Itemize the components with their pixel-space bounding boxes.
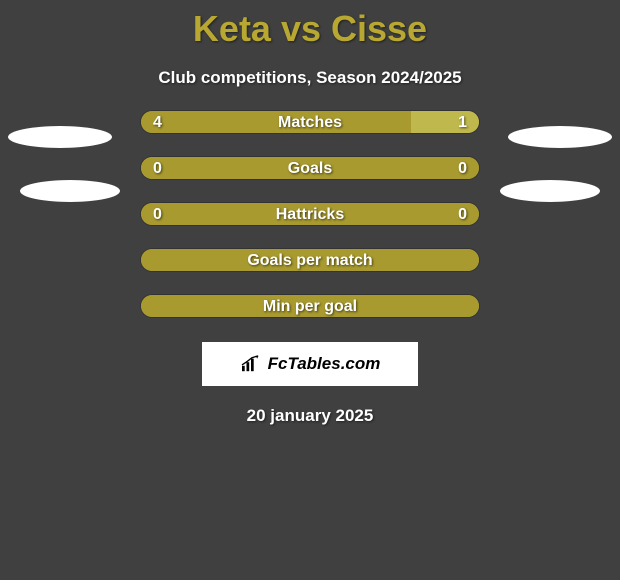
player-ellipse <box>508 126 612 148</box>
stat-val-right: 0 <box>458 203 467 225</box>
page-title: Keta vs Cisse <box>0 0 620 50</box>
stat-label: Hattricks <box>141 203 479 225</box>
stat-label: Min per goal <box>141 295 479 317</box>
stat-row: Goals0 0 <box>140 156 480 180</box>
brand-box[interactable]: FcTables.com <box>202 342 418 386</box>
stat-row: Goals per match <box>140 248 480 272</box>
date-text: 20 january 2025 <box>0 406 620 426</box>
stat-label: Matches <box>141 111 479 133</box>
stat-row: Hattricks0 0 <box>140 202 480 226</box>
stat-row: Matches4 1 <box>140 110 480 134</box>
chart-icon <box>240 355 262 373</box>
stat-val-right: 0 <box>458 157 467 179</box>
player-ellipse <box>500 180 600 202</box>
stat-row: Min per goal <box>140 294 480 318</box>
subtitle: Club competitions, Season 2024/2025 <box>0 68 620 88</box>
stat-label: Goals <box>141 157 479 179</box>
stat-val-left: 0 <box>153 157 162 179</box>
brand-text: FcTables.com <box>268 354 381 374</box>
stat-val-left: 0 <box>153 203 162 225</box>
stat-val-right: 1 <box>458 111 467 133</box>
stat-label: Goals per match <box>141 249 479 271</box>
stat-val-left: 4 <box>153 111 162 133</box>
player-ellipse <box>20 180 120 202</box>
player-ellipse <box>8 126 112 148</box>
